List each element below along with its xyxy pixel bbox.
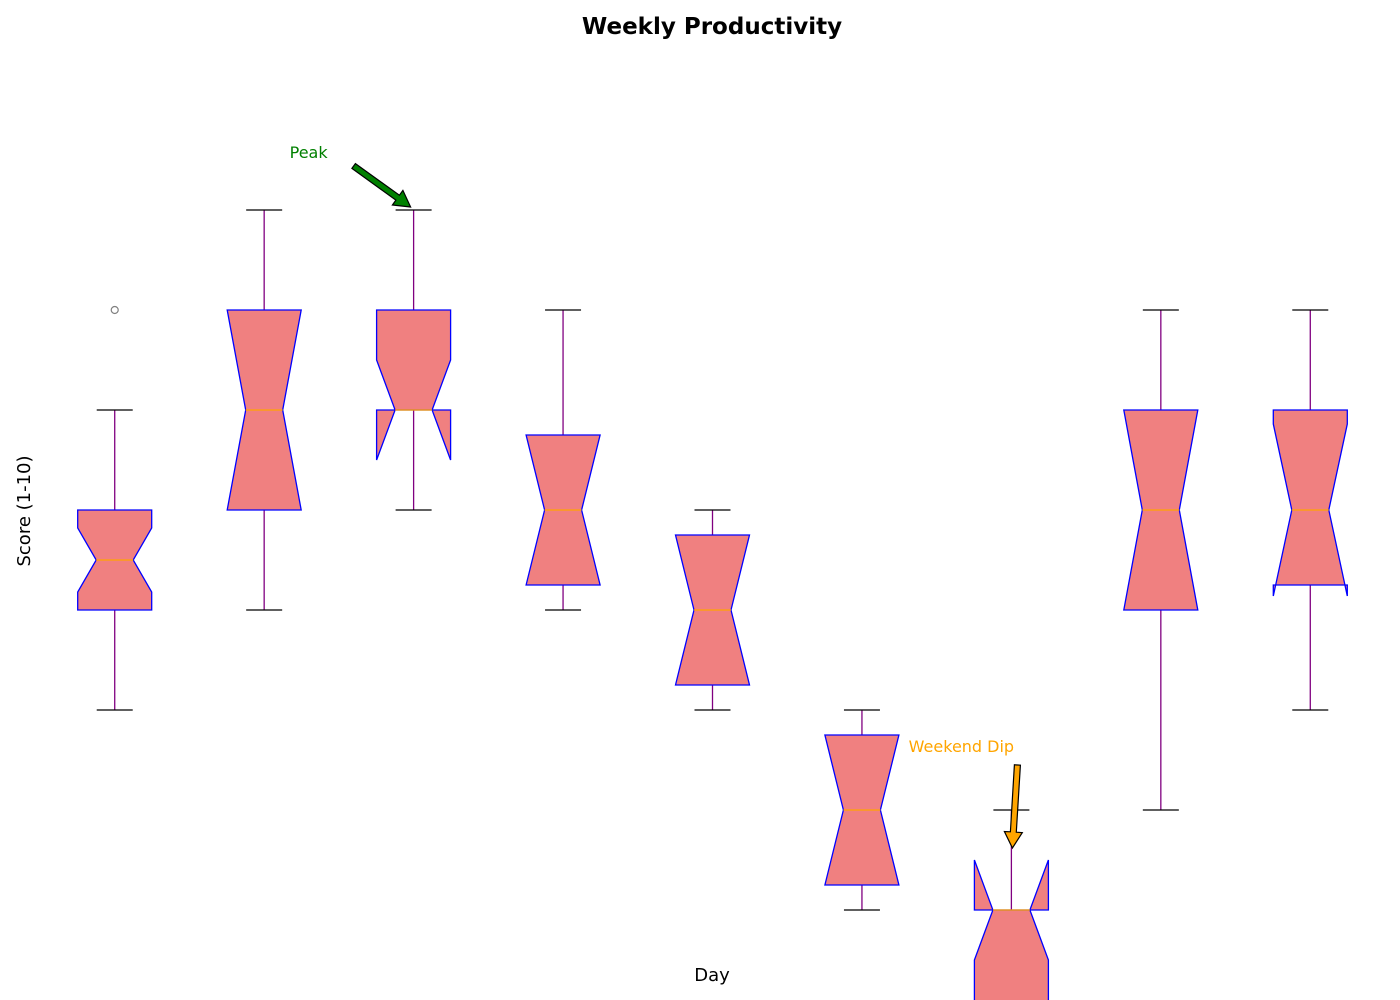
box-group-3 (377, 210, 451, 510)
y-axis-label: Score (1-10) (14, 455, 35, 566)
box-group-4 (526, 310, 600, 610)
boxes-layer (78, 210, 1348, 1000)
chart-title: Weekly Productivity (582, 14, 842, 40)
box-group-9 (1273, 310, 1347, 710)
annotation-peak-arrow (352, 164, 411, 207)
annotations-layer: Peak Weekend Dip (290, 143, 1023, 848)
x-axis-label: Day (694, 965, 730, 986)
annotation-dip-label: Weekend Dip (909, 737, 1014, 756)
box-body (1273, 410, 1347, 596)
box-group-8 (1124, 310, 1198, 810)
annotation-peak-label: Peak (290, 143, 329, 162)
annotation-dip-arrow (1004, 765, 1022, 848)
box-group-6 (825, 710, 899, 910)
box-group-5 (676, 510, 750, 710)
box-group-2 (227, 210, 301, 610)
box-group-1 (78, 307, 152, 711)
flier-point (111, 307, 118, 314)
